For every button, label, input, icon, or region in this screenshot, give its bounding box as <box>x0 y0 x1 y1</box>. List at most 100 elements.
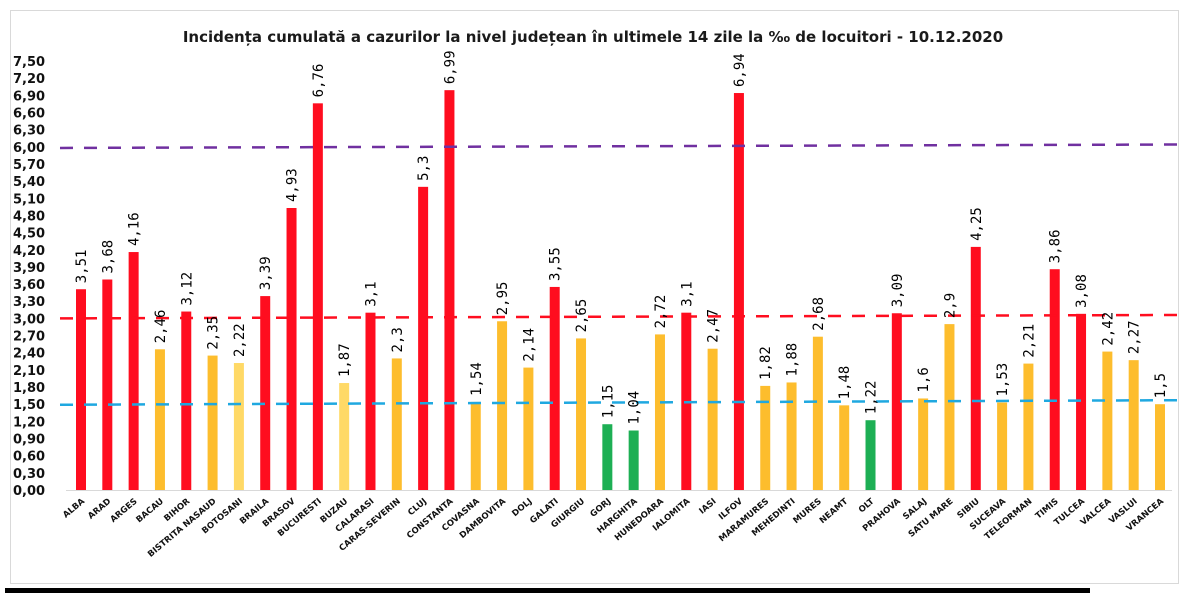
value-label: 3,68 <box>100 240 116 274</box>
value-label: 4,16 <box>127 212 143 246</box>
value-label: 1,48 <box>837 366 853 400</box>
x-tick-label: ALBA <box>61 496 87 520</box>
bar-covasna <box>470 401 481 490</box>
x-tick-label: MURES <box>791 497 823 526</box>
value-label: 1,88 <box>785 343 801 377</box>
y-tick-label: 4,80 <box>13 209 45 224</box>
bar-tulcea <box>1076 313 1087 490</box>
value-label: 3,51 <box>74 250 90 284</box>
x-tick-label: CLUJ <box>406 497 429 518</box>
value-label: 4,93 <box>285 168 301 202</box>
y-tick-label: 2,70 <box>13 330 45 345</box>
value-label: 3,1 <box>679 281 695 306</box>
value-label: 2,47 <box>706 309 722 343</box>
bar-ilfov <box>733 93 744 491</box>
value-label: 4,25 <box>969 207 985 241</box>
bar-alba <box>76 289 86 490</box>
bar-gorj <box>602 424 613 490</box>
y-tick-label: 4,20 <box>13 244 45 259</box>
value-labels: 3,51 3,68 4,16 2,46 3,12 2,35 2,22 3,39 4,93 6,76… <box>74 50 1169 424</box>
y-tick-label: 0,00 <box>13 484 45 499</box>
y-tick-label: 5,70 <box>13 158 45 173</box>
value-label: 3,09 <box>890 274 906 308</box>
x-tick-label: ARGES <box>109 497 140 525</box>
bar-timis <box>1049 269 1060 490</box>
bar-arad <box>102 279 113 490</box>
y-tick-label: 6,90 <box>13 89 45 104</box>
bar-caras-severin <box>391 358 402 490</box>
value-label: 3,86 <box>1048 229 1064 263</box>
chart-frame <box>10 10 1179 584</box>
value-label: 1,82 <box>758 346 774 380</box>
value-label: 1,04 <box>627 391 643 425</box>
y-tick-label: 7,20 <box>13 72 45 87</box>
y-tick-label: 6,00 <box>13 141 45 156</box>
value-label: 3,08 <box>1074 274 1090 308</box>
y-tick-label: 1,20 <box>13 415 45 430</box>
value-label: 1,54 <box>469 362 485 396</box>
value-label: 2,65 <box>574 299 590 333</box>
value-label: 3,1 <box>363 281 379 306</box>
bar-galati <box>549 286 560 490</box>
x-tick-label: OLT <box>857 497 877 516</box>
value-label: 1,53 <box>995 363 1011 397</box>
bar-constanta <box>444 90 455 490</box>
value-label: 5,3 <box>416 156 432 181</box>
value-label: 2,3 <box>390 327 406 352</box>
value-label: 1,6 <box>916 367 932 392</box>
value-label: 2,95 <box>495 282 511 316</box>
y-tick-label: 2,40 <box>13 347 45 362</box>
bar-braila <box>260 296 271 490</box>
y-tick-label: 0,90 <box>13 433 45 448</box>
bar-hunedoara <box>654 334 665 490</box>
y-tick-label: 5,40 <box>13 175 45 190</box>
value-label: 3,39 <box>258 256 274 290</box>
y-tick-label: 1,50 <box>13 398 45 413</box>
bar-buzau <box>339 383 350 490</box>
value-label: 2,35 <box>206 316 222 350</box>
y-tick-label: 3,60 <box>13 278 45 293</box>
value-label: 2,9 <box>942 293 958 318</box>
value-label: 3,12 <box>179 272 195 306</box>
y-tick-label: 3,30 <box>13 295 45 310</box>
chart-title: Incidența cumulată a cazurilor la nivel … <box>183 28 1003 46</box>
bar-bucuresti <box>312 103 323 490</box>
bar-brasov <box>286 208 297 490</box>
x-tick-label: BACAU <box>135 497 166 526</box>
y-tick-label: 7,50 <box>13 55 45 70</box>
reference-line-threshold-1.5 <box>59 398 1181 407</box>
value-label: 3,55 <box>548 247 564 281</box>
bar-suceava <box>997 402 1008 490</box>
value-label: 1,22 <box>864 380 880 414</box>
bar-mures <box>812 336 823 490</box>
bar-giurgiu <box>576 338 587 490</box>
value-label: 6,99 <box>442 50 458 84</box>
value-label: 2,22 <box>232 323 248 357</box>
x-tick-label: NEAMT <box>818 497 850 526</box>
y-tick-label: 0,60 <box>13 450 45 465</box>
bar-mehedinti <box>786 382 797 490</box>
bar-bacau <box>154 349 165 490</box>
value-label: 2,21 <box>1021 324 1037 358</box>
bar-salaj <box>918 398 929 490</box>
bar-arges <box>128 252 139 490</box>
bar-sibiu <box>970 246 981 490</box>
bar-maramures <box>760 385 771 490</box>
value-label: 1,87 <box>337 343 353 377</box>
value-label: 2,46 <box>153 310 169 344</box>
bar-bistrita-nasaud <box>207 355 218 490</box>
bar-satu-mare <box>944 324 955 490</box>
value-label: 6,76 <box>311 64 327 98</box>
bar-vrancea <box>1155 404 1165 490</box>
bar-neamt <box>839 405 850 490</box>
y-tick-label: 6,60 <box>13 106 45 121</box>
value-label: 2,14 <box>521 328 537 362</box>
reference-line-threshold-6 <box>59 143 1181 150</box>
bars <box>76 90 1165 491</box>
bar-valcea <box>1102 351 1113 490</box>
bar-harghita <box>628 430 639 490</box>
value-label: 2,27 <box>1127 320 1143 354</box>
bar-vaslui <box>1128 360 1139 490</box>
